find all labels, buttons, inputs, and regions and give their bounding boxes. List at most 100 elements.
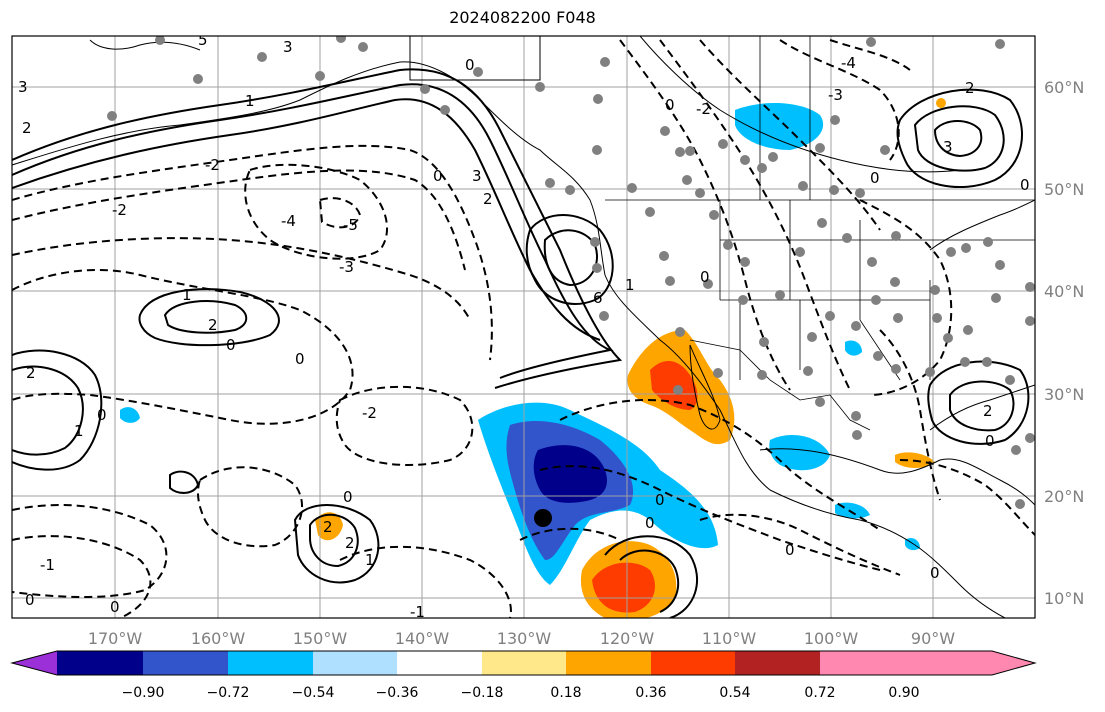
orange-shading-hawaii: [315, 512, 343, 541]
contour-label: 0: [1020, 176, 1030, 194]
solid-contours: [12, 68, 1030, 618]
map-content: 0 3 1 5 3 2 3 2 0 6 1 -2 0 -3 -4 2 3 -2 …: [12, 31, 1035, 621]
colorbar-extend-low: [12, 651, 57, 675]
lon-label: 130°W: [497, 629, 552, 648]
colorbar-segment: [397, 651, 482, 675]
colorbar-tick-label: 0.18: [550, 685, 581, 701]
colorbar-segment: [482, 651, 566, 675]
colorbar-tick-label: −0.90: [122, 685, 165, 701]
lat-label: 40°N: [1044, 282, 1084, 301]
colorbar-tick-label: −0.54: [292, 685, 335, 701]
contour-label: 2: [22, 119, 32, 137]
lon-label: 120°W: [600, 629, 655, 648]
contour-label: -3: [339, 258, 354, 276]
political-borders: [605, 36, 1035, 431]
colorbar-segment: [228, 651, 313, 675]
contour-label: 2: [983, 402, 993, 420]
contour-label: 0: [343, 488, 353, 506]
orange-shading-east-pacific: [581, 541, 677, 618]
contour-label: 1: [245, 92, 255, 110]
colorbar-segment: [313, 651, 397, 675]
contour-label: 1: [74, 422, 84, 440]
colorbar-tick-label: 0.54: [719, 685, 750, 701]
colorbar-outline: [10, 650, 1037, 676]
contour-label: 0: [295, 350, 305, 368]
lon-label: 90°W: [911, 629, 955, 648]
contour-label: -1: [40, 556, 55, 574]
lat-label: 60°N: [1044, 78, 1084, 97]
contour-label: 5: [198, 31, 208, 49]
contour-label: 3: [283, 38, 293, 56]
contour-label: 1: [625, 276, 635, 294]
colorbar-tick-label: 0.72: [804, 685, 835, 701]
contour-label: 2: [26, 364, 36, 382]
contour-label: 2: [345, 534, 355, 552]
contour-label: 3: [943, 138, 953, 156]
contour-label: 3: [18, 78, 28, 96]
station-markers: [107, 36, 1035, 509]
contour-label: -2: [112, 201, 127, 219]
contour-label: 0: [110, 598, 120, 616]
storm-center-marker: [534, 509, 552, 527]
colorbar-segment: [820, 651, 904, 675]
lon-label: 150°W: [293, 629, 348, 648]
colorbar-segment: [57, 651, 143, 675]
blue-shading-canada: [735, 103, 824, 150]
contour-label: 0: [97, 406, 107, 424]
contour-label: 0: [785, 541, 795, 559]
contour-label: -4: [281, 212, 296, 230]
contour-label: 0: [645, 514, 655, 532]
chart-title: 2024082200 F048: [449, 8, 596, 27]
latitude-labels: 60°N 50°N 40°N 30°N 20°N 10°N: [1044, 78, 1084, 608]
colorbar-tick-label: −0.72: [207, 685, 250, 701]
lon-label: 140°W: [395, 629, 450, 648]
contour-labels: 0 3 1 5 3 2 3 2 0 6 1 -2 0 -3 -4 2 3 -2 …: [18, 31, 1030, 621]
colorbar-segment: [651, 651, 735, 675]
contour-label: -3: [828, 86, 843, 104]
contour-label: 0: [655, 491, 665, 509]
lon-label: 100°W: [804, 629, 859, 648]
contour-label: 1: [365, 551, 375, 569]
colorbar-segment: [143, 651, 228, 675]
contour-label: 2: [483, 190, 493, 208]
colorbar-segment: [735, 651, 820, 675]
lat-label: 20°N: [1044, 487, 1084, 506]
contour-label: -1: [410, 603, 425, 621]
contour-label: 6: [593, 289, 603, 307]
contour-label: -4: [841, 54, 856, 72]
colorbar-tick-label: 0.36: [635, 685, 666, 701]
lon-label: 160°W: [191, 629, 246, 648]
contour-label: 0: [930, 564, 940, 582]
blue-shading-west: [120, 407, 140, 423]
contour-label: 2: [323, 518, 333, 536]
contour-label: 0: [870, 169, 880, 187]
contour-label: 0: [226, 336, 236, 354]
colorbar-segment: [566, 651, 651, 675]
lon-label: 110°W: [702, 629, 757, 648]
contour-label: 2: [208, 316, 218, 334]
lat-label: 30°N: [1044, 385, 1084, 404]
contour-label: -2: [696, 100, 711, 118]
contour-label: 0: [700, 268, 710, 286]
orange-station-marker: [936, 98, 946, 108]
colorbar-tick-label: 0.90: [888, 685, 919, 701]
colorbar-tick-label: −0.36: [376, 685, 419, 701]
contour-label: 0: [25, 591, 35, 609]
contour-label: 3: [472, 167, 482, 185]
lon-label: 170°W: [88, 629, 143, 648]
colorbar-tick-label: −0.18: [461, 685, 504, 701]
contour-label: 1: [182, 286, 192, 304]
map-border: [11, 35, 1036, 619]
contour-label: 0: [465, 56, 475, 74]
lat-label: 50°N: [1044, 180, 1084, 199]
colorbar-extend-high: [904, 651, 1035, 675]
longitude-labels: 170°W 160°W 150°W 140°W 130°W 120°W 110°…: [88, 629, 955, 648]
colorbar: −0.90 −0.72 −0.54 −0.36 −0.18 0.18 0.36 …: [10, 650, 1037, 701]
contour-label: -5: [343, 216, 358, 234]
contour-label: 0: [665, 96, 675, 114]
contour-label: -2: [205, 156, 220, 174]
contour-label: 0: [433, 167, 443, 185]
blue-shading-texas: [845, 340, 862, 356]
dashed-contours: [12, 39, 1035, 618]
